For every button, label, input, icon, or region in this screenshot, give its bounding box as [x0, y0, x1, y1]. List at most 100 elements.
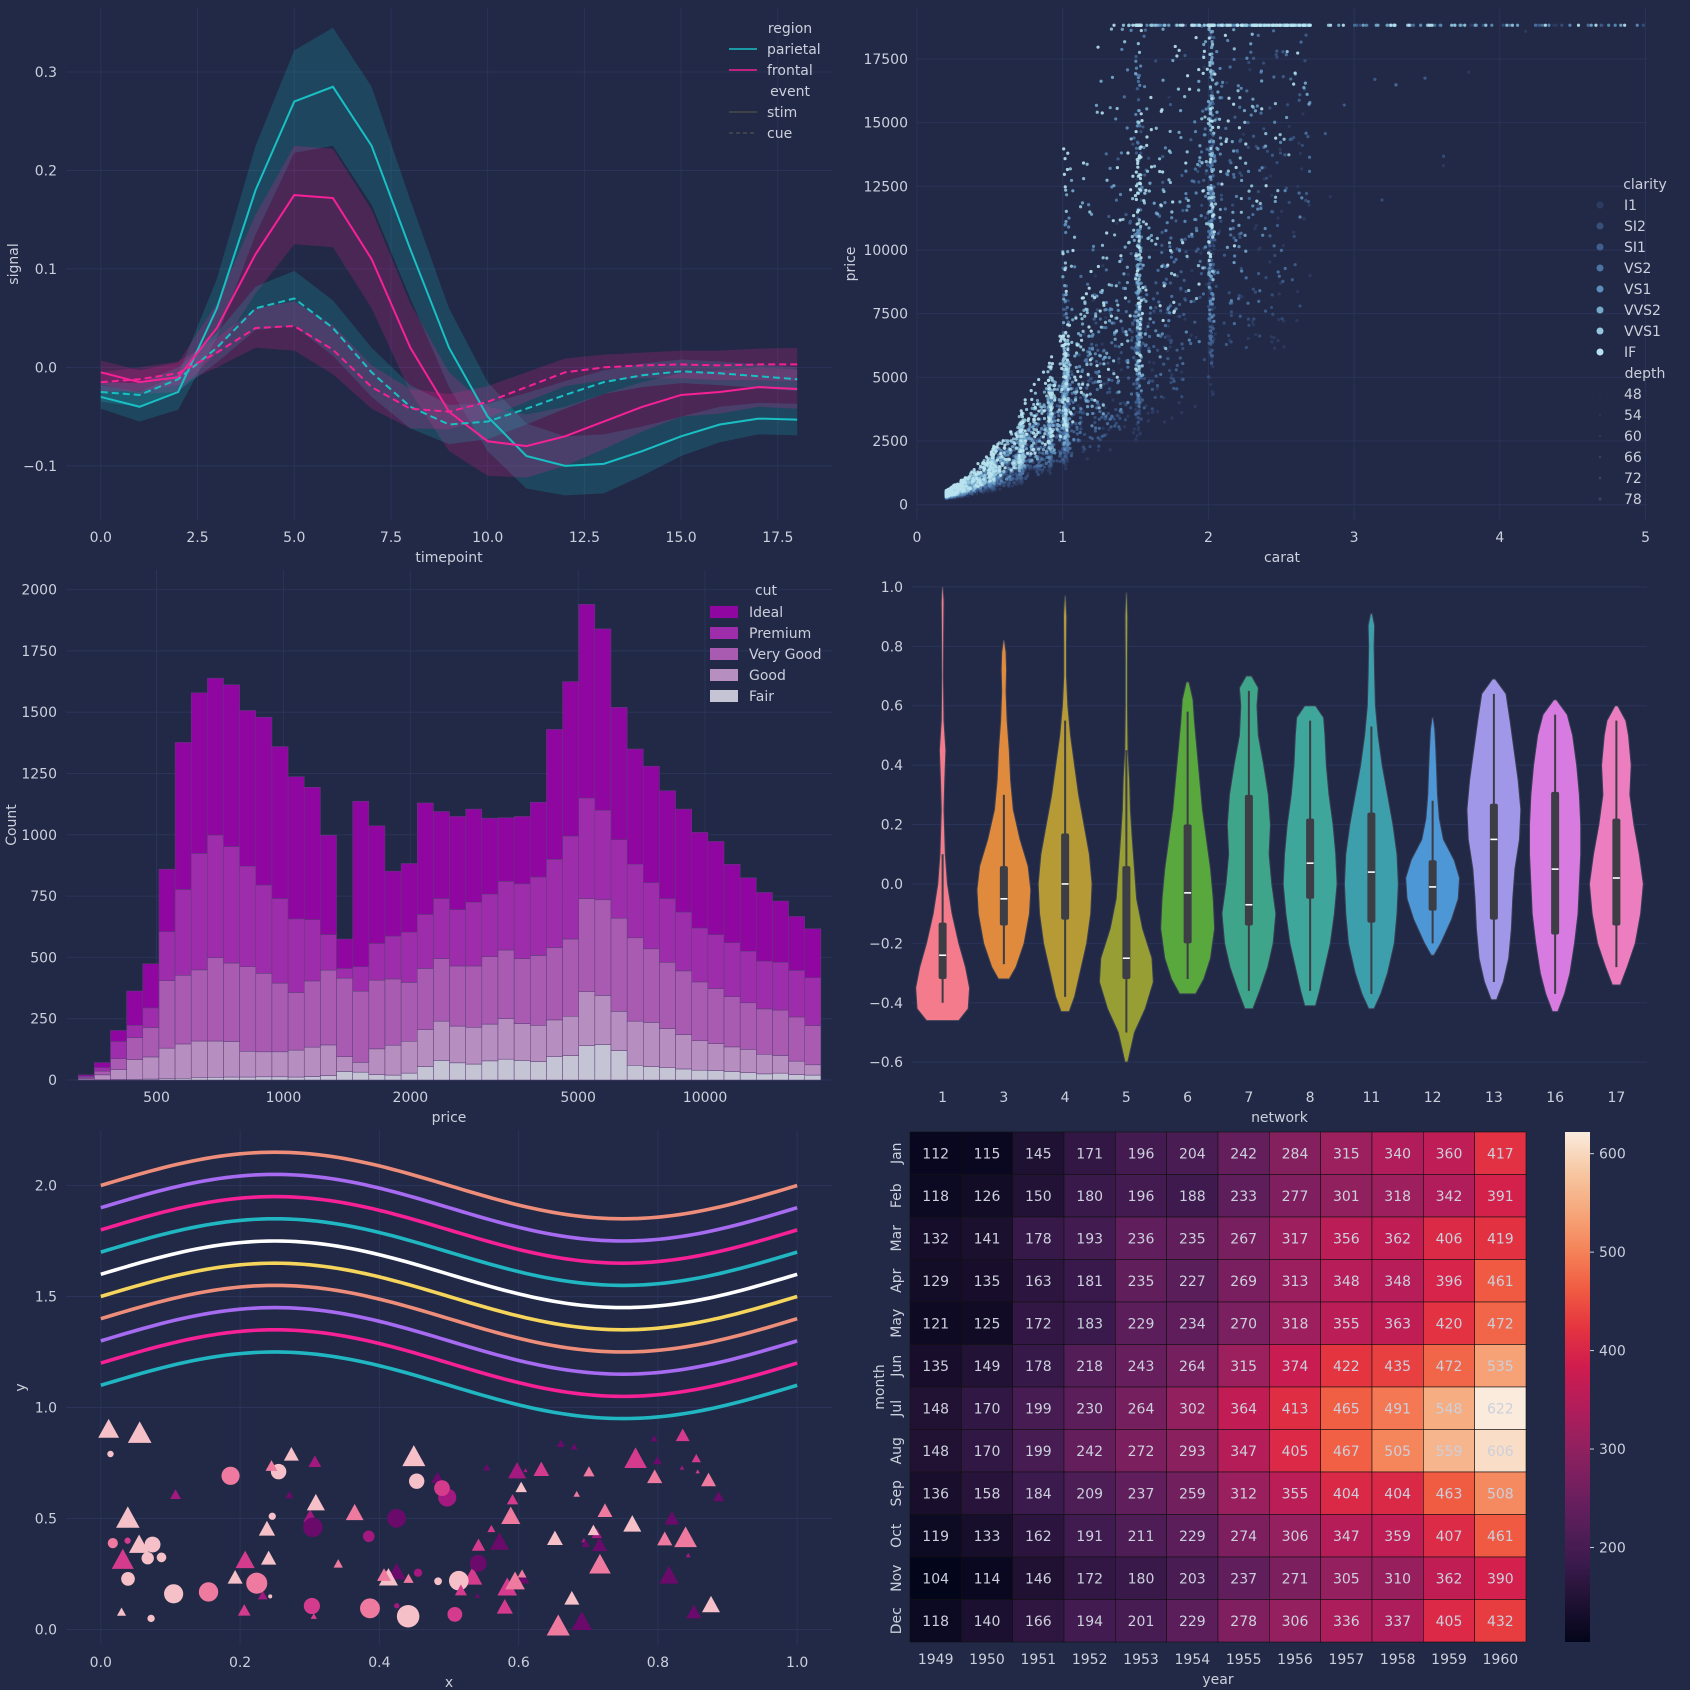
scatter-point: [1025, 474, 1030, 478]
scatter-point: [1087, 203, 1091, 207]
scatter-point: [1141, 373, 1145, 377]
scatter-point: [1072, 235, 1077, 239]
scatter-point: [1171, 58, 1175, 63]
scatter-point: [1213, 238, 1217, 242]
scatter-point: [1066, 347, 1070, 352]
scatter-point: [1061, 423, 1065, 427]
scatter-point: [1207, 196, 1211, 200]
scatter-point: [1079, 345, 1083, 349]
scatter-point: [1091, 298, 1095, 302]
scatter-point: [1040, 457, 1044, 461]
scatter-point: [1276, 270, 1280, 274]
scatter-point: [1292, 234, 1296, 238]
scatter-point: [1136, 208, 1141, 212]
scatter-point: [1117, 345, 1121, 349]
scatter-point: [1017, 414, 1021, 419]
scatter-point: [1152, 164, 1157, 168]
scatter-point: [1091, 248, 1095, 252]
scatter-point: [1219, 219, 1223, 223]
scatter-point: [1183, 298, 1187, 302]
scatter-point: [1141, 263, 1145, 267]
scatter-point: [1037, 450, 1042, 455]
scatter-point: [1279, 281, 1283, 285]
scatter-point: [1069, 387, 1073, 391]
scatter-point: [1272, 346, 1277, 350]
x-tick-label: 2.5: [186, 530, 208, 546]
scatter-point: [1174, 368, 1178, 372]
x-tick-label: 0: [913, 530, 922, 546]
scatter-point: [1130, 346, 1134, 350]
scatter-point: [1137, 343, 1141, 347]
scatter-point: [1298, 93, 1302, 97]
scatter-point: [1619, 23, 1623, 27]
scatter-point: [1076, 403, 1080, 408]
y-tick-label: 5000: [872, 370, 908, 386]
scatter-point: [1303, 59, 1307, 63]
scatter-point: [1209, 94, 1213, 98]
scatter-point: [1208, 52, 1212, 57]
scatter-point: [1287, 200, 1291, 205]
scatter-point: [1058, 459, 1062, 464]
scatter-point: [1000, 441, 1004, 445]
scatter-point: [1103, 405, 1107, 410]
x-tick-label: 17.5: [762, 530, 793, 546]
scatter-point: [1053, 419, 1057, 423]
scatter-point: [1272, 75, 1276, 79]
scatter-point: [1084, 357, 1088, 362]
scatter-point: [1034, 454, 1038, 459]
scatter-point: [1147, 334, 1152, 339]
scatter-point: [1140, 398, 1145, 402]
scatter-point: [1232, 47, 1236, 51]
scatter-point: [1208, 140, 1212, 144]
scatter-point: [1222, 253, 1227, 257]
scatter-point: [1064, 412, 1068, 416]
scatter-point: [1085, 162, 1089, 166]
x-tick-label: 1: [1058, 530, 1067, 546]
scatter-point: [1238, 105, 1242, 109]
scatter-point: [1208, 232, 1212, 236]
scatter-point: [1022, 464, 1027, 468]
scatter-point: [1246, 336, 1250, 341]
scatter-point: [1290, 278, 1294, 282]
scatter-point: [1184, 169, 1188, 173]
scatter-point: [1167, 149, 1172, 153]
scatter-point: [975, 491, 979, 496]
scatter-point: [1576, 23, 1581, 27]
scatter-point: [1074, 316, 1078, 320]
scatter-point: [1035, 402, 1040, 406]
scatter-point: [1044, 461, 1048, 465]
scatter-point: [1166, 306, 1170, 310]
scatter-point: [1168, 102, 1173, 107]
scatter-point: [1138, 124, 1142, 128]
scatter-point: [1139, 64, 1143, 68]
scatter-point: [1231, 219, 1235, 223]
scatter-point: [1136, 285, 1140, 289]
scatter-point: [1208, 299, 1212, 303]
scatter-point: [1150, 23, 1154, 27]
scatter-point: [1177, 302, 1182, 307]
scatter-point: [1190, 268, 1194, 273]
scatter-point: [1288, 137, 1292, 142]
scatter-point: [1200, 117, 1204, 121]
scatter-point: [1278, 147, 1282, 152]
scatter-point: [1020, 465, 1024, 470]
scatter-point: [1237, 223, 1241, 227]
scatter-point: [1066, 387, 1070, 392]
scatter-point: [1032, 427, 1036, 431]
scatter-point: [1094, 314, 1098, 318]
scatter-point: [1216, 231, 1220, 236]
scatter-point: [1107, 428, 1111, 432]
legend-label: frontal: [767, 63, 813, 79]
scatter-point: [1423, 76, 1427, 80]
scatter-point: [1114, 117, 1118, 121]
scatter-point: [1117, 281, 1121, 285]
scatter-point: [1080, 369, 1084, 374]
scatter-point: [1272, 244, 1276, 248]
scatter-point: [1110, 341, 1114, 345]
scatter-point: [1058, 454, 1062, 458]
scatter-point: [1137, 371, 1142, 375]
scatter-point: [1210, 55, 1214, 60]
scatter-point: [994, 469, 998, 473]
scatter-point: [1062, 395, 1066, 399]
scatter-point: [1192, 299, 1196, 303]
